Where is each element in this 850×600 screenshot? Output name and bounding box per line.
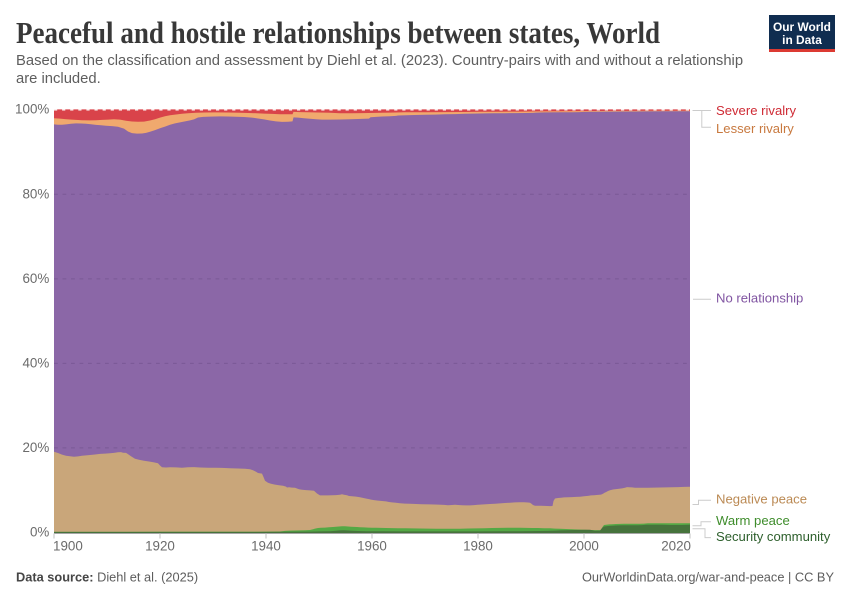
svg-text:100%: 100% (15, 102, 49, 117)
svg-text:60%: 60% (22, 271, 49, 286)
svg-text:Warm peace: Warm peace (716, 513, 790, 528)
svg-text:1920: 1920 (145, 539, 175, 554)
svg-text:Severe rivalry: Severe rivalry (716, 103, 796, 118)
svg-text:Lesser rivalry: Lesser rivalry (716, 121, 794, 136)
svg-text:No relationship: No relationship (716, 291, 803, 306)
svg-text:0%: 0% (30, 525, 49, 540)
svg-text:OurWorldinData.org/war-and-pea: OurWorldinData.org/war-and-peace | CC BY (582, 570, 834, 585)
svg-text:2000: 2000 (569, 539, 599, 554)
svg-text:40%: 40% (22, 355, 49, 370)
svg-text:1960: 1960 (357, 539, 387, 554)
svg-text:Security community: Security community (716, 529, 831, 544)
svg-text:1940: 1940 (251, 539, 281, 554)
svg-text:1900: 1900 (53, 539, 83, 554)
svg-text:Data source: Diehl et al. (202: Data source: Diehl et al. (2025) (16, 570, 198, 585)
svg-text:2020: 2020 (661, 539, 691, 554)
svg-text:20%: 20% (22, 440, 49, 455)
svg-text:80%: 80% (22, 186, 49, 201)
svg-text:Negative peace: Negative peace (716, 492, 807, 507)
svg-text:1980: 1980 (463, 539, 493, 554)
